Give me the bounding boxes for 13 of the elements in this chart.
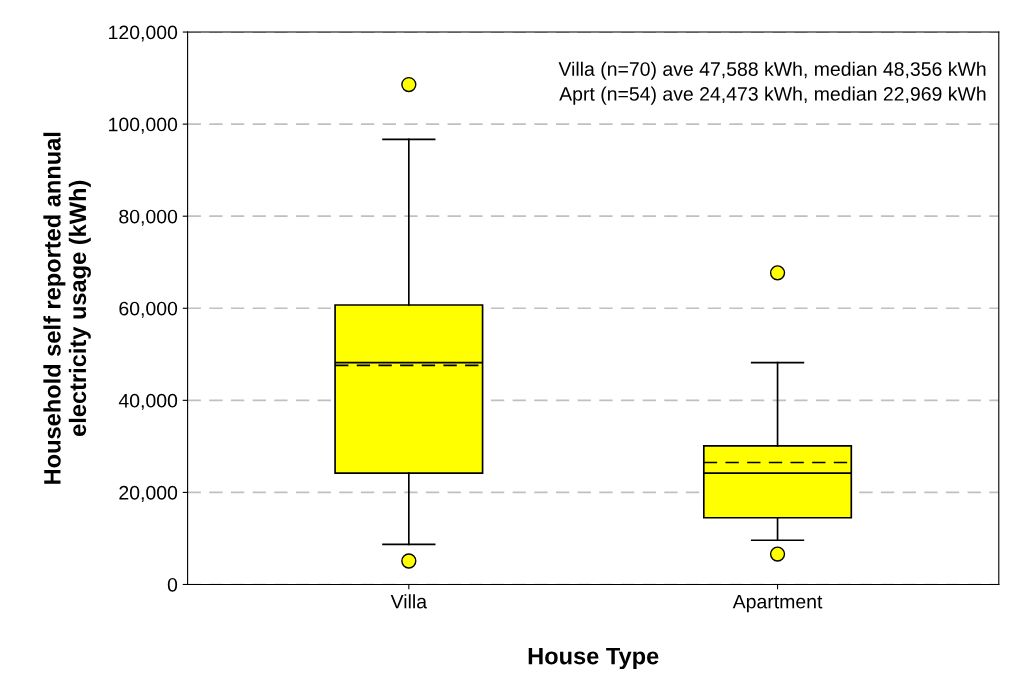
x-tick-label: Apartment [732, 594, 823, 613]
x-axis-title: House Type [528, 647, 659, 670]
y-tick-label: 80,000 [119, 209, 178, 226]
y-tick-label: 60,000 [119, 301, 178, 318]
y-axis-title: Household self reported annual electricity usage (kWh) [43, 132, 91, 484]
y-tick-label: 40,000 [118, 393, 178, 410]
annotation: Aprt (n=54) ave 24,473 kWh, median 22,969 kWh [559, 86, 986, 105]
x-tick-label: Villa [390, 594, 428, 609]
y-tick-label: 0 [167, 577, 178, 592]
y-tick-label: 100,000 [109, 117, 178, 134]
y-tick-label: 120,000 [109, 25, 178, 42]
y-tick-label: 20,000 [119, 485, 178, 502]
annotation: Villa (n=70) ave 47,588 kWh, median 48,356 kWh [558, 61, 986, 80]
